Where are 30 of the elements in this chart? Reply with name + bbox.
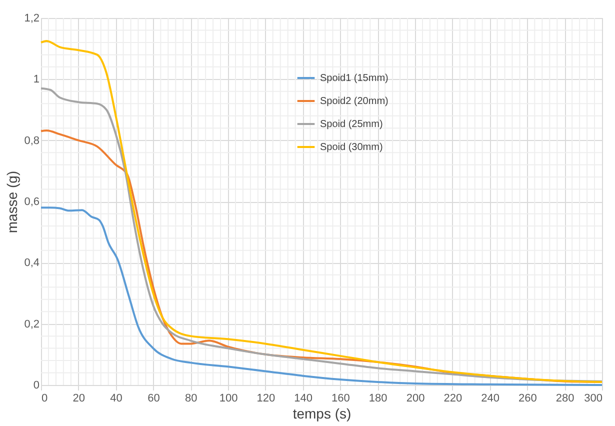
x-tick-label: 120 xyxy=(256,392,276,404)
legend-label: Spoid (25mm) xyxy=(320,119,383,130)
x-tick-label: 200 xyxy=(406,392,425,404)
x-tick-label: 80 xyxy=(184,392,198,404)
x-tick-label: 160 xyxy=(332,392,350,404)
legend-label: Spoid (30mm) xyxy=(320,142,383,153)
x-tick-label: 180 xyxy=(368,392,388,404)
y-tick-label: 1 xyxy=(33,74,40,86)
line-series xyxy=(40,206,603,386)
x-tick-label: 300 xyxy=(584,392,602,404)
legend-label: Spoid2 (20mm) xyxy=(320,96,388,107)
x-tick-label: 280 xyxy=(556,392,574,404)
x-tick-label: 40 xyxy=(110,392,122,404)
y-tick-label: 0,8 xyxy=(24,134,40,147)
x-tick-label: 60 xyxy=(148,392,160,404)
x-tick-label: 0 xyxy=(42,392,48,404)
y-axis-title: masse (g) xyxy=(4,170,20,234)
x-tick-label: 20 xyxy=(72,392,86,404)
x-tick-label: 220 xyxy=(444,392,462,404)
x-tick-label: 140 xyxy=(294,392,312,404)
y-tick-label: 0,6 xyxy=(24,196,40,208)
x-tick-label: 260 xyxy=(518,392,537,404)
y-tick-label: 0 xyxy=(33,380,40,392)
y-tick-label: 1,2 xyxy=(24,12,40,24)
legend-label: Spoid1 (15mm) xyxy=(320,73,388,84)
y-tick-label: 0,4 xyxy=(24,257,40,270)
y-tick-label: 0,2 xyxy=(24,318,40,330)
x-axis-title: temps (s) xyxy=(292,406,352,422)
x-tick-label: 240 xyxy=(481,392,500,404)
x-tick-label: 100 xyxy=(219,392,238,404)
